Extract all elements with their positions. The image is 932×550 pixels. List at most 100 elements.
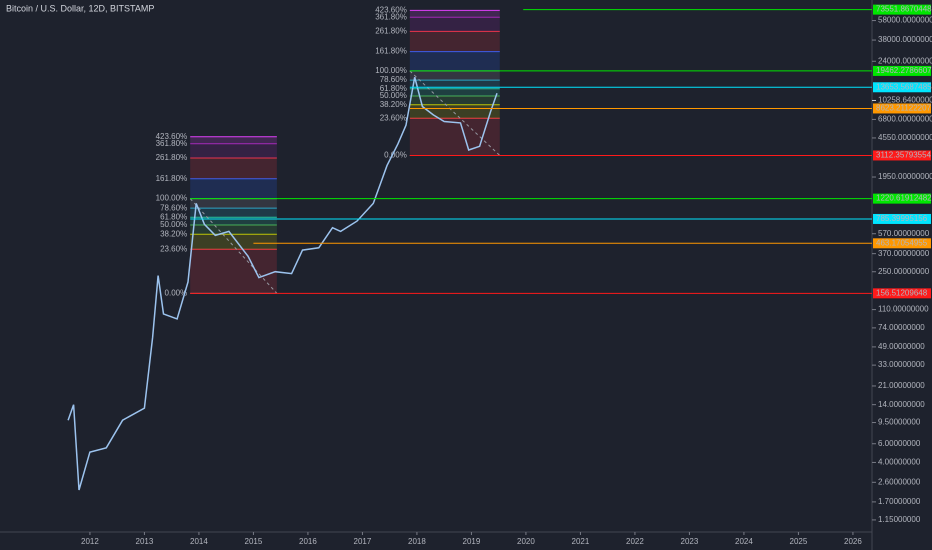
level-tag <box>873 150 931 161</box>
y-tick-label: 4550.00000000 <box>878 133 932 142</box>
y-tick-label: 74.00000000 <box>878 323 925 332</box>
fib-trend <box>409 70 501 156</box>
fib-level-label: 423.60% <box>375 5 407 14</box>
fib-level-label: 100.00% <box>375 66 407 75</box>
fib-level-label: 261.80% <box>156 153 188 162</box>
y-tick-label: 4.00000000 <box>878 458 921 467</box>
fib-level-label: 361.80% <box>375 12 407 21</box>
x-tick-label: 2012 <box>81 537 99 546</box>
fib-level-label: 161.80% <box>375 47 407 56</box>
x-tick-label: 2018 <box>408 537 426 546</box>
fib-zone <box>190 136 277 144</box>
fib-level-label: 261.80% <box>375 26 407 35</box>
fib-zone <box>409 31 500 52</box>
fib-level-label: 78.60% <box>160 203 187 212</box>
y-tick-label: 9.50000000 <box>878 418 921 427</box>
fib-zone <box>409 96 500 105</box>
level-tag-label: 785.39995156 <box>876 214 928 223</box>
level-tag-label: 3112.35793554 <box>876 151 932 160</box>
fib-level-label: 38.20% <box>160 229 187 238</box>
x-tick-label: 2017 <box>354 537 372 546</box>
fib-level-label: 38.20% <box>380 100 407 109</box>
fib-zone <box>190 208 277 218</box>
fib-zone <box>190 178 277 199</box>
y-tick-label: 38000.00000000 <box>878 35 932 44</box>
fib-level-label: 161.80% <box>156 174 188 183</box>
fib-level-label: 61.80% <box>380 84 407 93</box>
x-tick-label: 2025 <box>790 537 808 546</box>
level-tag <box>873 103 931 114</box>
level-tag-label: 13653.56874856 <box>876 82 932 91</box>
level-tag <box>873 238 931 249</box>
x-tick-label: 2019 <box>463 537 481 546</box>
fib-zone <box>409 88 500 97</box>
fib-level-label: 50.00% <box>380 91 407 100</box>
fib-zone <box>190 198 277 209</box>
level-tag-label: 19462.27866075 <box>876 66 932 75</box>
x-tick-label: 2026 <box>844 537 862 546</box>
level-tag <box>873 4 931 15</box>
fib-zone <box>190 234 277 250</box>
last-price-label: 10258.64000000 <box>878 96 932 105</box>
fib-zone <box>409 17 500 32</box>
y-tick-label: 21.00000000 <box>878 381 925 390</box>
fib-zone <box>190 158 277 179</box>
fib-zone <box>409 118 500 156</box>
fib-level-label: 61.80% <box>160 212 187 221</box>
y-tick-label: 14.00000000 <box>878 400 925 409</box>
x-tick-label: 2016 <box>299 537 317 546</box>
fib-zone <box>409 51 500 71</box>
fib-level-label: 78.60% <box>380 75 407 84</box>
y-tick-label: 250.00000000 <box>878 267 930 276</box>
price-line <box>67 77 498 491</box>
fib-zone <box>409 80 500 89</box>
x-tick-label: 2014 <box>190 537 208 546</box>
x-tick-label: 2015 <box>245 537 263 546</box>
y-tick-label: 24000.00000000 <box>878 56 932 65</box>
chart-title: Bitcoin / U.S. Dollar, 12D, BITSTAMP <box>6 3 154 13</box>
fib-zone <box>190 217 277 226</box>
x-tick-label: 2020 <box>517 537 535 546</box>
level-tag <box>873 82 931 93</box>
fib-zone <box>409 70 500 81</box>
y-tick-label: 370.00000000 <box>878 249 930 258</box>
y-tick-label: 58000.00000000 <box>878 16 932 25</box>
fib-level-label: 423.60% <box>156 132 188 141</box>
fib-level-label: 50.00% <box>160 220 187 229</box>
y-tick-label: 1.70000000 <box>878 497 921 506</box>
fib-zone <box>190 225 277 235</box>
level-tag-label: 156.51209648 <box>876 288 928 297</box>
y-tick-label: 49.00000000 <box>878 342 925 351</box>
level-tag <box>873 213 931 224</box>
y-tick-label: 1950.00000000 <box>878 172 932 181</box>
fib-level-label: 0.00% <box>384 151 407 160</box>
y-tick-label: 2.60000000 <box>878 477 921 486</box>
level-tag-label: 463.17054955 <box>876 238 928 247</box>
fib-zone <box>409 10 500 18</box>
level-tag-label: 1220.61912482 <box>876 194 932 203</box>
y-tick-label: 6800.00000000 <box>878 115 932 124</box>
level-tag-label: 8623.21122207 <box>876 104 932 113</box>
fib-level-label: 23.60% <box>160 244 187 253</box>
fib-level-label: 100.00% <box>156 194 188 203</box>
fib-zone <box>190 143 277 159</box>
x-tick-label: 2022 <box>626 537 644 546</box>
level-tag <box>873 288 931 299</box>
level-tag <box>873 65 931 76</box>
x-tick-label: 2021 <box>572 537 590 546</box>
x-tick-label: 2024 <box>735 537 753 546</box>
level-tag <box>873 193 931 204</box>
fib-level-label: 23.60% <box>380 113 407 122</box>
fib-zone <box>190 249 277 294</box>
fib-level-label: 0.00% <box>165 288 188 297</box>
y-tick-label: 33.00000000 <box>878 360 925 369</box>
x-tick-label: 2023 <box>681 537 699 546</box>
y-tick-label: 110.00000000 <box>878 305 929 314</box>
x-tick-label: 2013 <box>136 537 154 546</box>
y-tick-label: 6.00000000 <box>878 439 921 448</box>
y-tick-label: 570.00000000 <box>878 229 930 238</box>
level-tag-label: 73551.86704487 <box>876 5 932 14</box>
